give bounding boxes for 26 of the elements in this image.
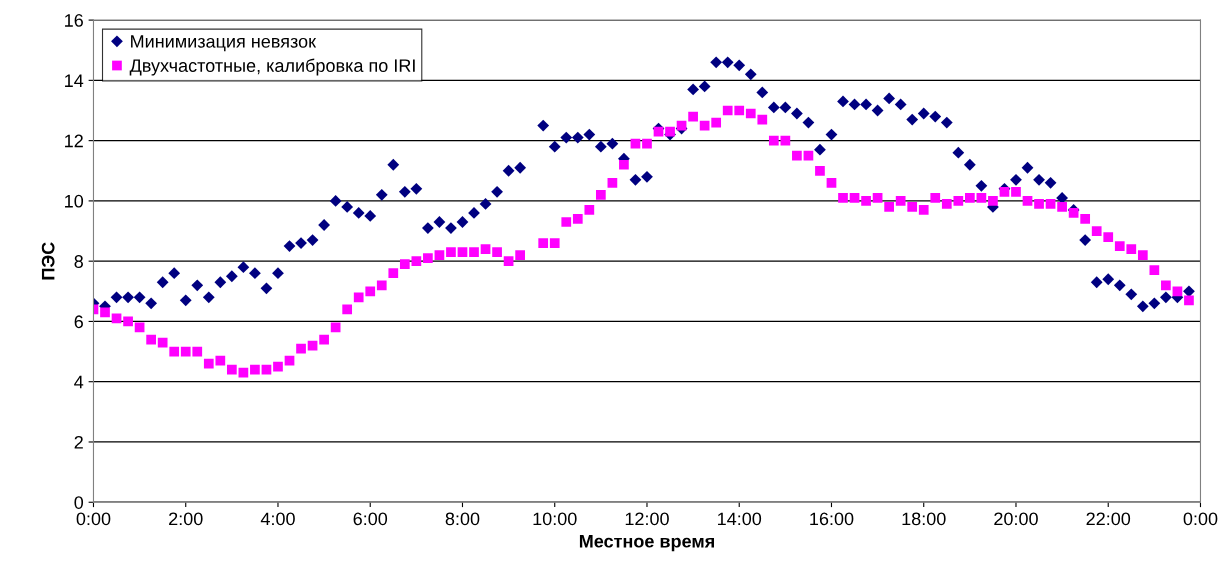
y-tick-label: 2 [74,435,83,449]
x-tick-label: 0:00 [76,512,111,526]
x-axis-title: Местное время [579,535,714,552]
x-tick-label: 10:00 [533,512,577,526]
y-tick-label: 4 [74,375,84,389]
y-tick-label: 12 [65,134,83,148]
x-tick-label: 12:00 [625,512,669,526]
x-tick-label: 22:00 [1086,512,1131,526]
y-tick-label: 0 [74,496,84,509]
x-tick-label: 6:00 [353,512,388,526]
x-tick-label: 4:00 [260,512,295,526]
y-axis-title: ПЭС [41,242,55,280]
y-tick-label: 6 [74,315,83,329]
legend-label: Двухчастотные, калибровка по IRI [129,58,415,76]
x-tick-label: 18:00 [902,512,946,526]
y-tick-label: 16 [65,14,83,27]
y-tick-label: 10 [65,194,84,208]
x-tick-label: 16:00 [810,512,854,526]
y-tick-label: 8 [74,255,83,268]
x-tick-label: 20:00 [994,512,1038,526]
legend-label: Минимизация невязок [131,35,317,52]
x-tick-label: 2:00 [169,512,203,526]
x-tick-label: 14:00 [718,512,762,526]
y-tick-label: 14 [65,74,84,87]
x-tick-label: 0:00 [1183,512,1218,526]
x-tick-label: 8:00 [445,512,480,526]
